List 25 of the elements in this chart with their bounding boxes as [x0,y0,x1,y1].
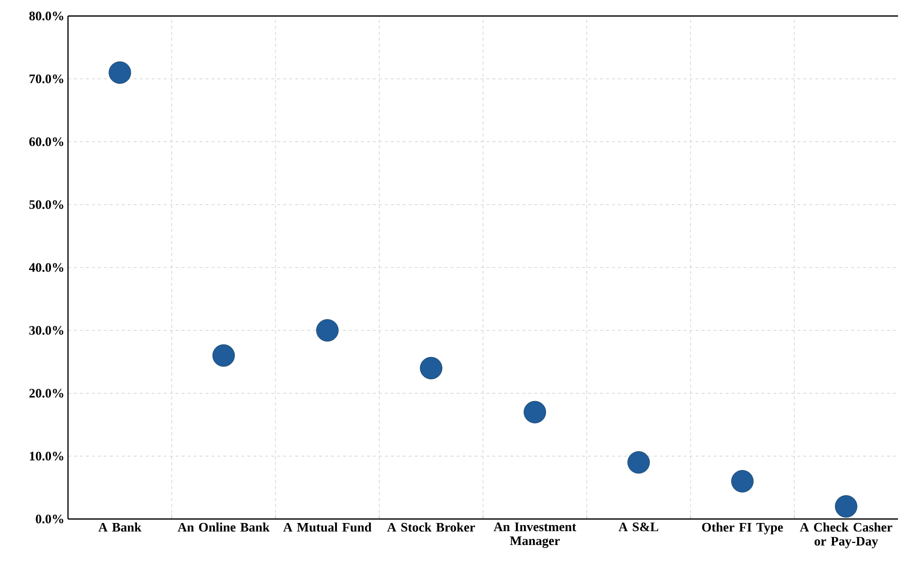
y-tick-label: 40.0% [29,263,64,272]
point [834,495,858,518]
x-tick-label: An Investment Manager [494,522,576,548]
x-tick-label: A Mutual Fund [283,522,372,532]
point [212,344,235,367]
y-tick-label: 80.0% [29,12,64,20]
point [316,319,339,342]
point [627,451,650,474]
x-tick-label: A Stock Broker [387,522,475,532]
x-tick-label: An Online Bank [178,522,270,532]
y-tick-label: 60.0% [29,137,64,146]
y-tick-label: 70.0% [30,74,64,84]
point [524,400,546,424]
x-tick-label: A S&L [618,522,658,532]
y-tick-label: 10.0% [30,452,64,461]
y-tick-label: 20.0% [29,388,64,398]
x-tick-label: A Check Casher or Pay-Day [800,522,892,548]
x-tick-label: Other FI Type [702,522,783,534]
y-tick-label: 0.0% [36,514,64,524]
point [731,470,754,492]
point [108,61,132,84]
y-tick-label: 30.0% [29,326,64,335]
x-tick-label: A Bank [98,522,142,532]
y-tick-label: 50.0% [29,200,64,210]
point [420,356,442,380]
